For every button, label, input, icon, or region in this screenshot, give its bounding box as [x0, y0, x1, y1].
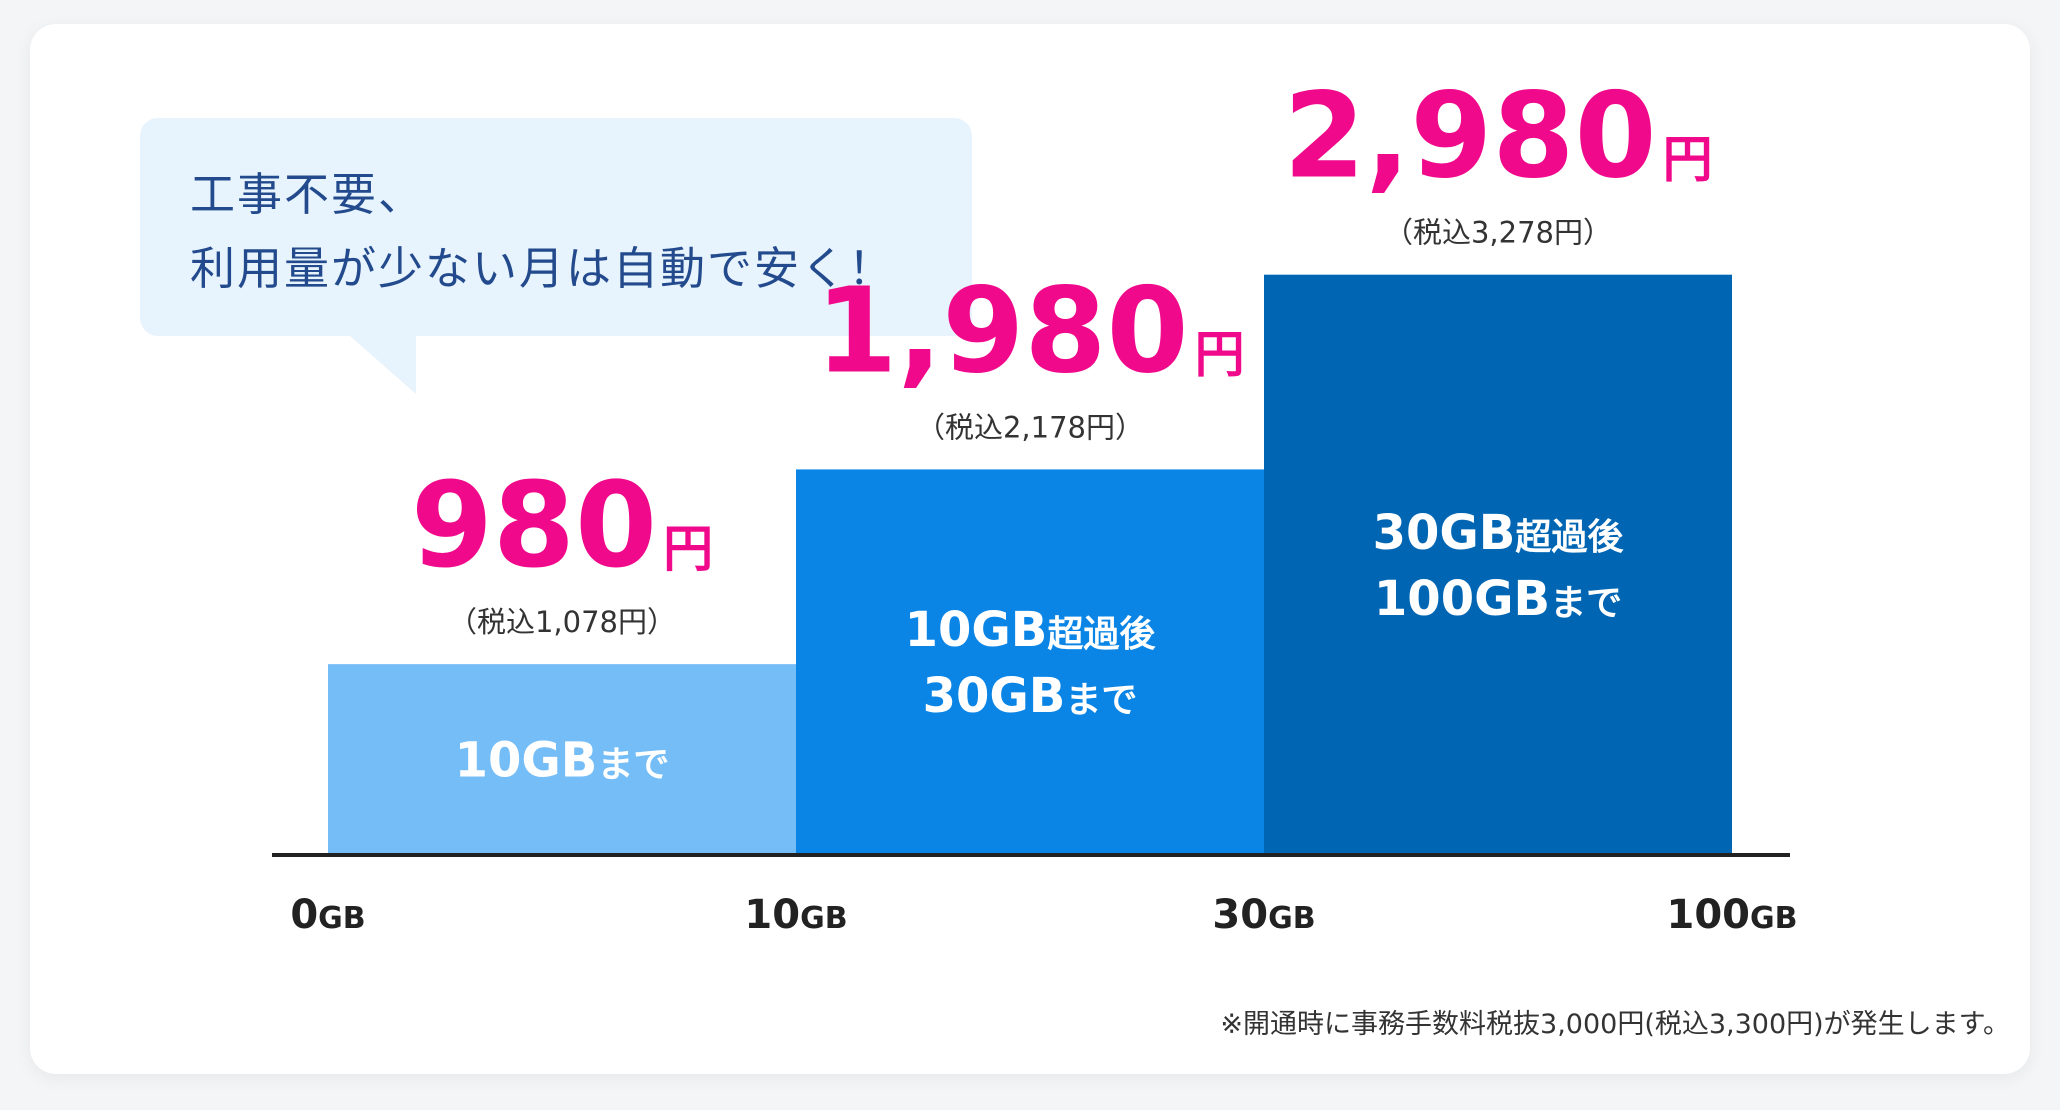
- x-tick-label-10: 10GB: [744, 892, 847, 938]
- tick-number: 30: [1212, 892, 1268, 938]
- bar-label-seg: まで: [1065, 680, 1137, 721]
- x-tick-label-100: 100GB: [1667, 892, 1798, 938]
- bar-label-seg: 10GB: [905, 602, 1048, 658]
- bar-label-3-line-2: 100GBまで: [1374, 571, 1622, 627]
- bar-tier-2: [796, 469, 1264, 855]
- speech-bubble: 工事不要、 利用量が少ない月は自動で安く！: [140, 118, 972, 336]
- tick-unit: GB: [800, 901, 848, 936]
- x-tick-label-30: 30GB: [1212, 892, 1315, 938]
- bar-label-1-line-1: 10GBまで: [455, 733, 670, 789]
- tick-number: 0: [290, 892, 318, 938]
- price-value: 980: [411, 456, 657, 594]
- bar-label-seg: まで: [597, 745, 669, 786]
- x-tick-label-0: 0GB: [290, 892, 365, 938]
- tick-unit: GB: [1268, 901, 1316, 936]
- price-value: 1,980: [815, 261, 1188, 399]
- tick-unit: GB: [318, 901, 366, 936]
- price-unit: 円: [663, 520, 713, 578]
- tax-label-tier-1: （税込1,078円）: [448, 605, 676, 639]
- bar-label-seg: 超過後: [1047, 614, 1156, 655]
- bubble-line-1: 工事不要、: [190, 168, 426, 221]
- bar-label-seg: 100GB: [1374, 571, 1550, 627]
- bubble-message: 工事不要、 利用量が少ない月は自動で安く！: [190, 158, 942, 306]
- speech-bubble-tail: [350, 336, 416, 394]
- price-label-tier-1: 980 円: [411, 456, 713, 594]
- tick-unit: GB: [1750, 901, 1798, 936]
- price-label-tier-2: 1,980 円: [815, 261, 1244, 399]
- bar-label-seg: まで: [1550, 583, 1622, 624]
- price-unit: 円: [1663, 131, 1713, 189]
- bar-label-3-line-1: 30GB超過後: [1373, 505, 1625, 561]
- bar-tier-3: [1264, 274, 1732, 855]
- price-unit: 円: [1195, 325, 1245, 383]
- bar-tier-1: [328, 664, 796, 855]
- tax-label-tier-2: （税込2,178円）: [916, 410, 1144, 444]
- price-label-tier-3: 2,980 円: [1283, 67, 1712, 205]
- bar-label-seg: 30GB: [1373, 505, 1516, 561]
- bar-label-seg: 10GB: [455, 733, 598, 789]
- price-value: 2,980: [1283, 67, 1656, 205]
- footnote: ※開通時に事務手数料税抜3,000円(税込3,300円)が発生します。: [1220, 1009, 2010, 1040]
- bubble-line-2: 利用量が少ない月は自動で安く！: [190, 242, 896, 295]
- bar-label-2-line-1: 10GB超過後: [905, 602, 1157, 658]
- bar-label-seg: 30GB: [923, 668, 1066, 724]
- tick-number: 100: [1667, 892, 1751, 938]
- tick-number: 10: [744, 892, 800, 938]
- bar-label-seg: 超過後: [1515, 517, 1624, 558]
- bar-label-2-line-2: 30GBまで: [923, 668, 1138, 724]
- tax-label-tier-3: （税込3,278円）: [1384, 216, 1612, 250]
